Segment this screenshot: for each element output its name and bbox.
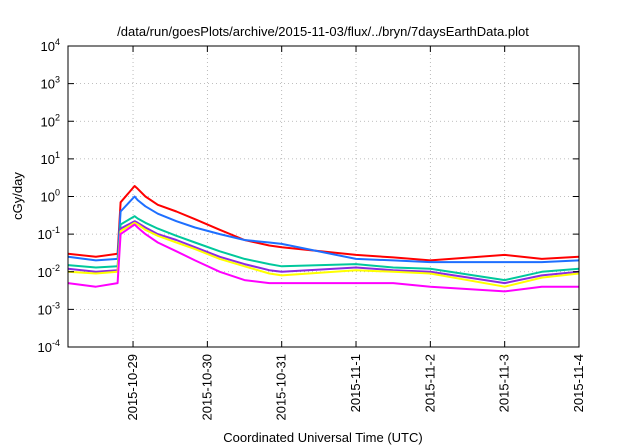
x-tick-label: 2015-11-2 <box>422 354 437 412</box>
x-tick-label: 2015-11-3 <box>497 354 512 412</box>
y-tick-label: 103 <box>41 75 60 92</box>
x-tick-label: 2015-10-31 <box>274 354 289 421</box>
chart-title: /data/run/goesPlots/archive/2015-11-03/f… <box>117 24 529 39</box>
series-line-3 <box>67 215 580 282</box>
y-axis-label: cGy/day <box>10 172 25 220</box>
y-tick-labels: 10-4 10-3 10-2 10-1 100 101 102 103 104 <box>38 37 60 355</box>
x-tick-label: 2015-11-4 <box>571 354 586 412</box>
y-tick-label: 10-2 <box>38 263 60 280</box>
series-line-5 <box>67 221 580 288</box>
x-tick-label: 2015-10-30 <box>199 354 214 421</box>
series-group <box>67 185 580 293</box>
y-tick-label: 104 <box>41 37 60 54</box>
y-tick-label: 10-1 <box>38 225 60 242</box>
x-tick-label: 2015-11-1 <box>348 354 363 412</box>
tick-marks <box>68 45 579 348</box>
series-line-4 <box>67 220 580 285</box>
y-tick-label: 10-4 <box>38 338 60 355</box>
series-line-1 <box>67 185 580 262</box>
x-tick-label: 2015-10-29 <box>125 354 140 421</box>
series-line-6 <box>67 223 579 293</box>
x-tick-labels: 2015-10-29 2015-10-30 2015-10-31 2015-11-1 2… <box>125 354 586 421</box>
y-tick-label: 100 <box>41 188 60 205</box>
x-axis-label: Coordinated Universal Time (UTC) <box>223 430 422 445</box>
y-tick-label: 101 <box>41 150 60 167</box>
series-line-2 <box>67 195 580 264</box>
y-tick-label: 10-3 <box>38 300 60 317</box>
y-tick-label: 102 <box>41 112 60 129</box>
